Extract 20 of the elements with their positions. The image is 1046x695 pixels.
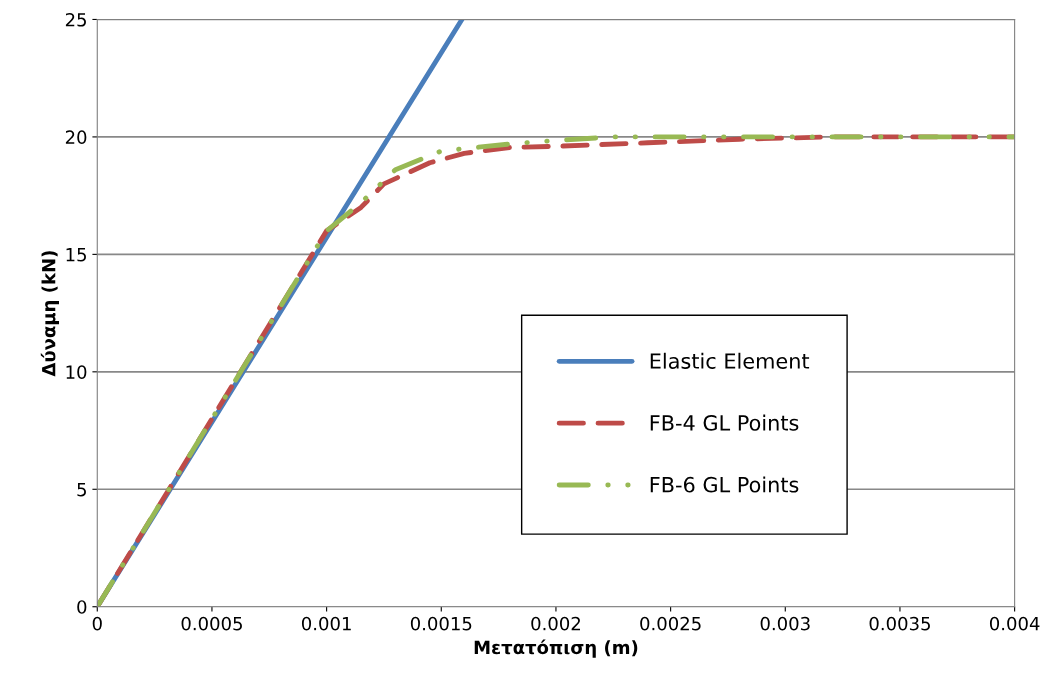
x-tick-label: 0.002 xyxy=(531,616,580,631)
x-tick-label: 0.0025 xyxy=(640,616,701,631)
legend-label: Elastic Element xyxy=(650,352,810,369)
y-tick-label: 15 xyxy=(66,248,86,262)
legend-label: FB-6 GL Points xyxy=(650,476,799,493)
legend-label: FB-4 GL Points xyxy=(650,414,799,431)
x-tick-label: 0.0035 xyxy=(869,616,930,631)
y-tick-label: 25 xyxy=(65,12,86,27)
x-tick-label: 0.001 xyxy=(301,616,351,631)
y-tick-label: 10 xyxy=(66,365,87,379)
y-tick-label: 0 xyxy=(77,600,87,614)
x-tick-label: 0.0005 xyxy=(181,616,242,631)
x-tick-label: 0.0015 xyxy=(410,616,472,631)
y-tick-label: 20 xyxy=(65,130,87,145)
x-tick-label: 0.003 xyxy=(760,616,810,631)
x-axis-title: Μετατόπιση (m) xyxy=(474,639,638,658)
x-tick-label: 0 xyxy=(92,616,102,631)
y-tick-label: 5 xyxy=(77,482,86,497)
x-tick-label: 0.004 xyxy=(989,616,1040,631)
y-axis-title: Δύναμη (kN) xyxy=(40,251,60,377)
